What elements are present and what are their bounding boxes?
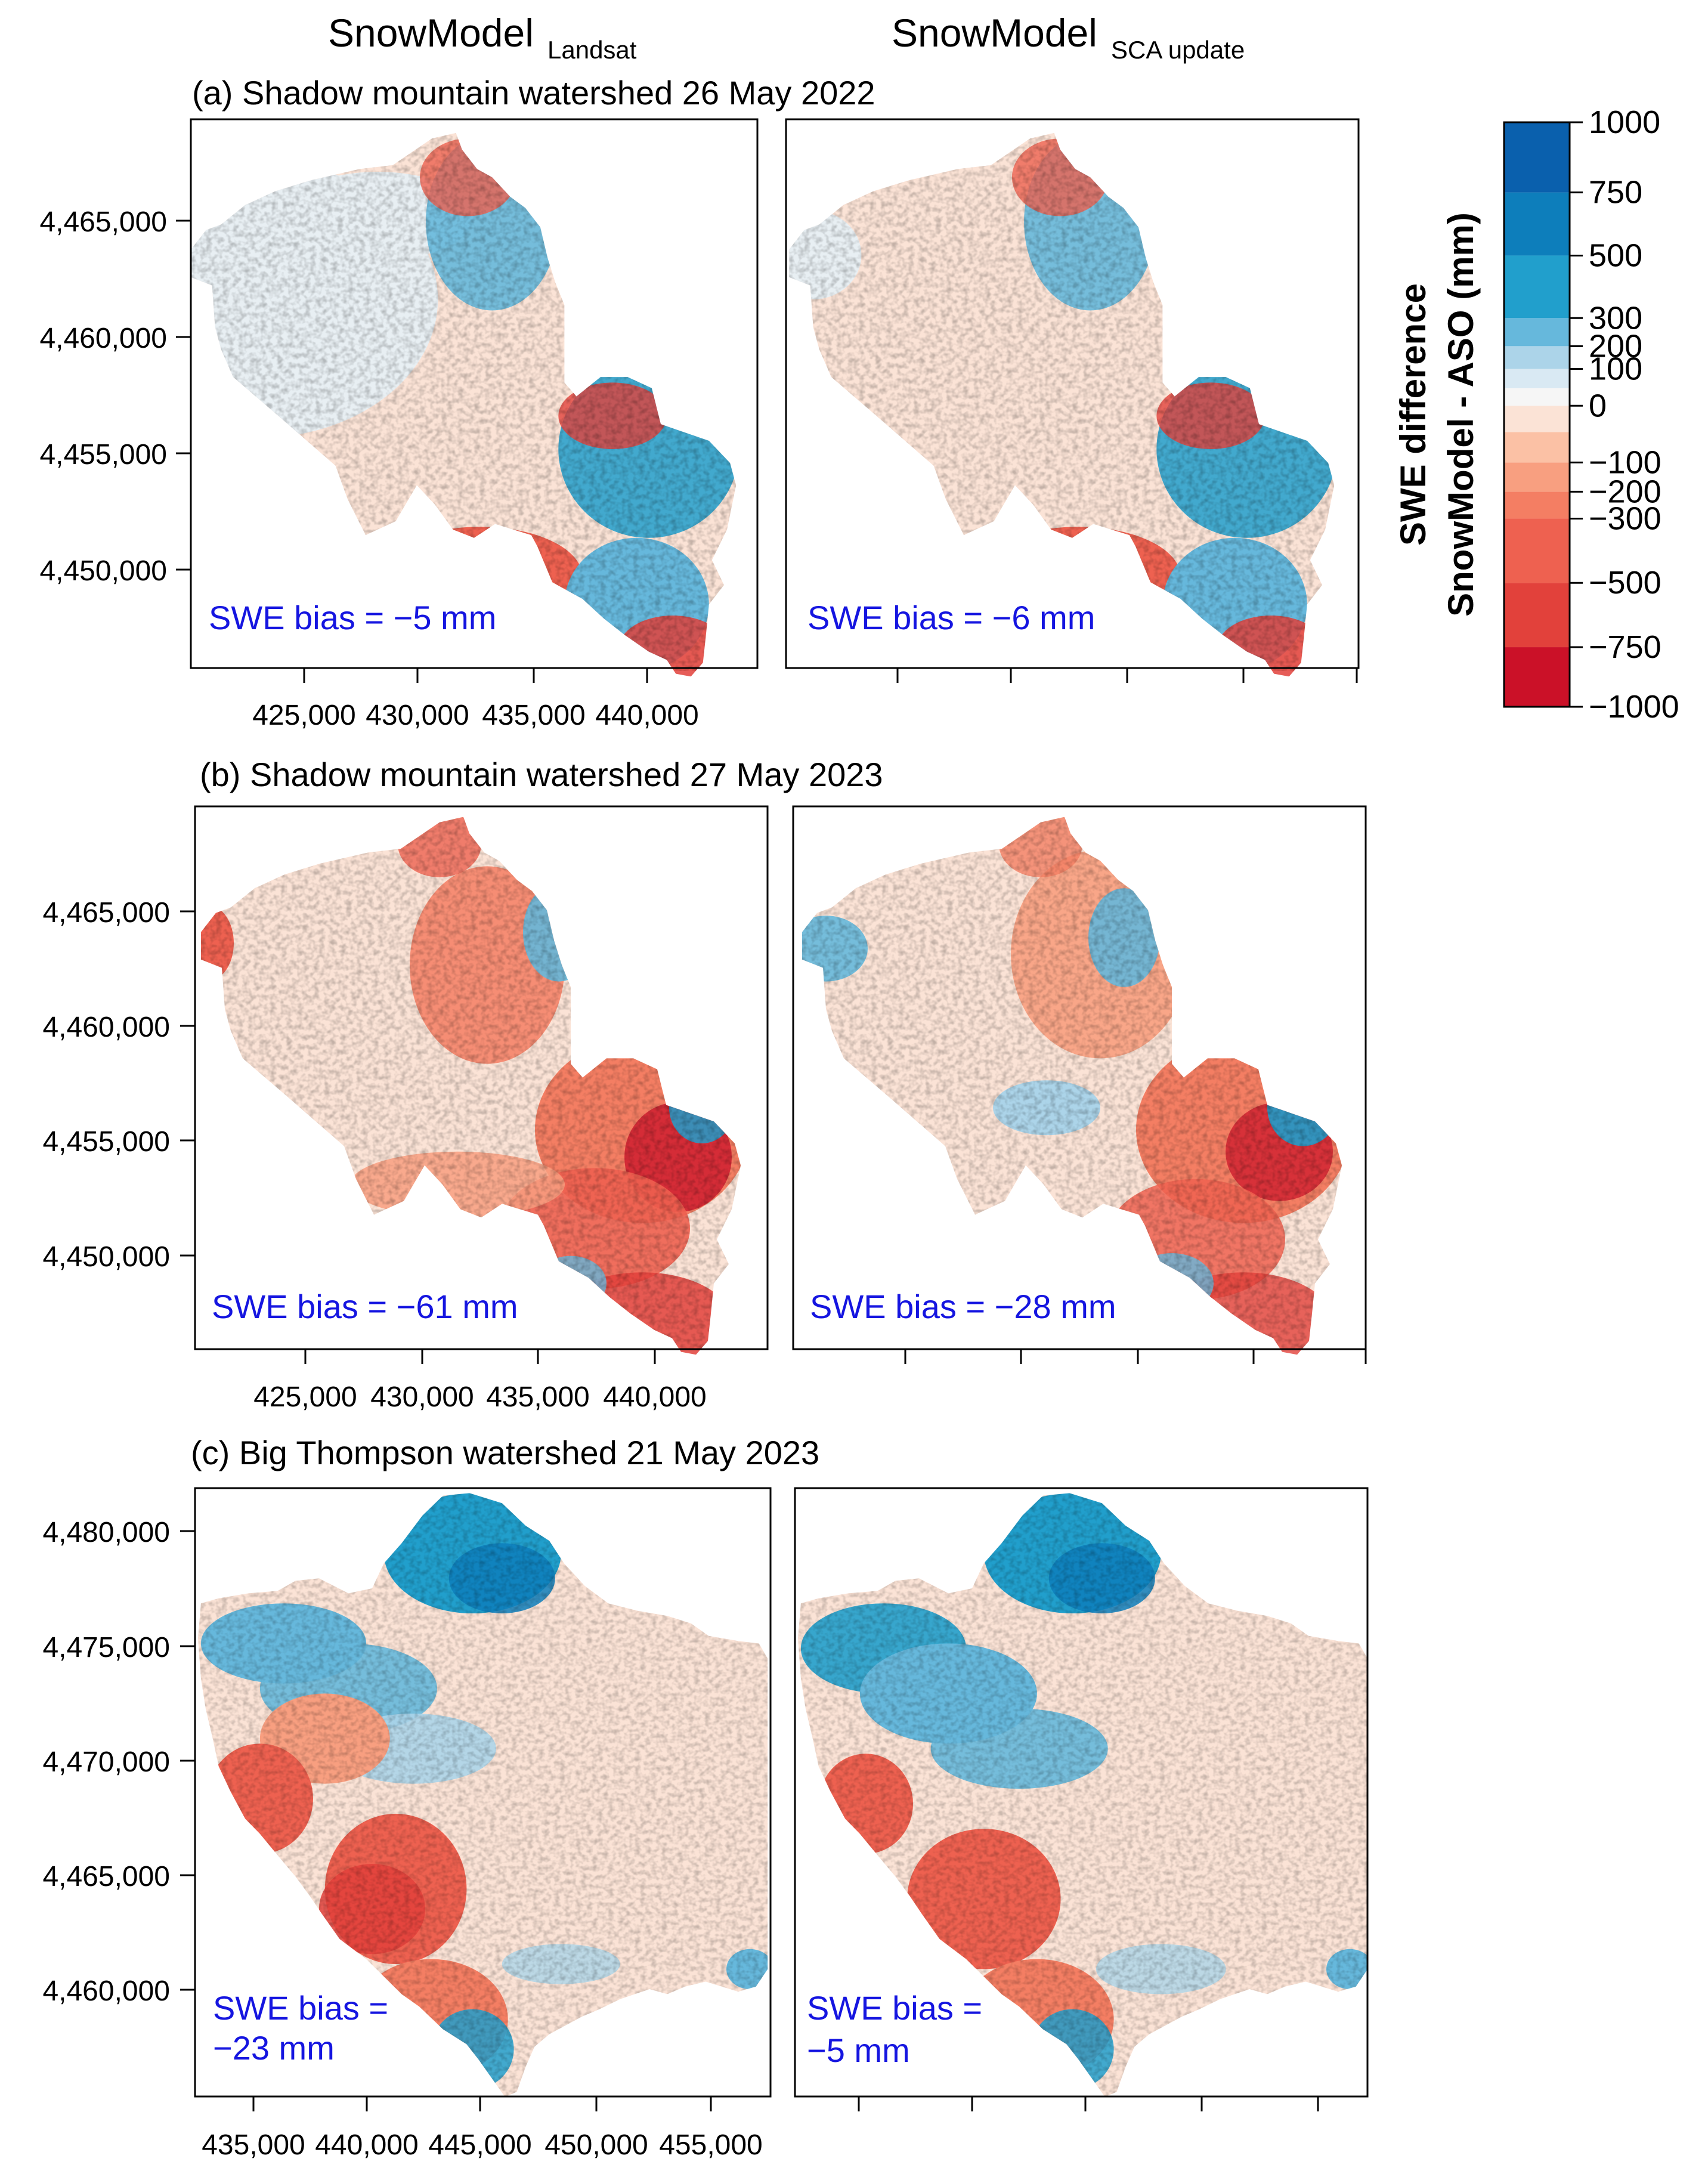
map-c-sca-update: SWE bias = −5 mm [794,1487,1369,2098]
x-tick-label-a: 435,000 [482,700,586,731]
x-axis-b: 425,000 430,000 435,000 440,000 [253,1349,1367,1413]
x-axis-c: 435,000 440,000 445,000 450,000 455,000 [202,2096,1319,2161]
y-axis-b: 4,465,000 4,460,000 4,455,000 4,450,000 [42,897,195,1273]
y-tick-label-c: 4,460,000 [42,1975,170,2007]
colorbar-tick-label: 750 [1589,175,1642,211]
map-c-landsat: SWE bias = −23 mm [194,1487,772,2098]
colorbar-swatch [1504,388,1570,406]
y-tick-label-c: 4,480,000 [42,1517,170,1548]
x-tick-label-a: 430,000 [366,700,469,731]
colorbar-swatch [1504,346,1570,369]
y-tick-label-a: 4,460,000 [39,323,167,354]
x-tick-label-b: 430,000 [370,1381,474,1413]
y-tick-label-c: 4,470,000 [42,1746,170,1778]
map-b-landsat: SWE bias = −61 mm [194,805,769,1355]
map-a-landsat: SWE bias = −5 mm [190,118,759,677]
x-tick-label-b: 440,000 [603,1381,707,1413]
y-tick-label-b: 4,450,000 [42,1241,170,1273]
column-header-landsat: SnowModel Landsat [328,11,637,64]
x-tick-label-b: 435,000 [486,1381,590,1413]
x-tick-label-a: 440,000 [595,700,699,731]
y-axis-a: 4,465,000 4,460,000 4,455,000 4,450,000 [39,206,191,587]
colorbar: 10007505003002001000−100−200−300−500−750… [1393,104,1679,725]
y-axis-c: 4,480,000 4,475,000 4,470,000 4,465,000 … [42,1517,195,2007]
colorbar-ticks: 10007505003002001000−100−200−300−500−750… [1570,104,1679,725]
colorbar-tick-label: −100 [1589,444,1661,480]
colorbar-swatch [1504,647,1570,707]
colorbar-swatch [1504,583,1570,648]
x-tick-label-c: 455,000 [659,2129,763,2161]
colorbar-title-line1: SWE difference [1393,283,1433,546]
bias-label-c-landsat-line2: −23 mm [213,2029,335,2067]
panel-title-a: (a) Shadow mountain watershed 26 May 202… [192,74,875,112]
x-axis-a: 425,000 430,000 435,000 440,000 [252,668,1358,731]
x-tick-label-c: 440,000 [315,2129,419,2161]
y-tick-label-b: 4,465,000 [42,897,170,929]
y-tick-label-b: 4,460,000 [42,1012,170,1043]
x-tick-label-b: 425,000 [253,1381,357,1413]
colorbar-swatch [1504,122,1570,193]
colorbar-tick-label: 0 [1589,388,1607,423]
colorbar-tick-label: −500 [1589,565,1661,601]
y-tick-label-a: 4,455,000 [39,439,167,471]
bias-label-b-sca: SWE bias = −28 mm [810,1288,1116,1325]
map-a-sca-update: SWE bias = −6 mm [785,118,1360,677]
colorbar-swatch [1504,369,1570,388]
column-header-sca-update: SnowModel SCA update [892,11,1245,64]
y-tick-label-a: 4,465,000 [39,206,167,238]
colorbar-tick-label: 300 [1589,300,1642,336]
x-tick-label-c: 435,000 [202,2129,305,2161]
colorbar-swatch [1504,192,1570,256]
y-tick-label-c: 4,465,000 [42,1861,170,1893]
map-b-sca-update: SWE bias = −28 mm [792,805,1367,1355]
bias-label-c-sca-line2: −5 mm [807,2031,910,2069]
bias-label-a-landsat: SWE bias = −5 mm [209,599,496,636]
panel-title-b: (b) Shadow mountain watershed 27 May 202… [200,756,883,793]
colorbar-tick-label: 1000 [1589,104,1660,140]
column-header-sca-main: SnowModel [892,11,1097,55]
panel-title-c: (c) Big Thompson watershed 21 May 2023 [191,1434,819,1471]
bias-label-c-sca-line1: SWE bias = [807,1989,982,2027]
colorbar-swatch [1504,255,1570,319]
y-tick-label-a: 4,450,000 [39,555,167,587]
x-tick-label-a: 425,000 [252,700,356,731]
y-tick-label-c: 4,475,000 [42,1632,170,1663]
colorbar-tick-label: 500 [1589,237,1642,273]
x-tick-label-c: 450,000 [544,2129,648,2161]
colorbar-swatch [1504,318,1570,347]
colorbar-swatch [1504,491,1570,519]
x-tick-label-c: 445,000 [428,2129,532,2161]
bias-label-c-landsat-line1: SWE bias = [213,1989,388,2027]
colorbar-title-line2: SnowModel - ASO (mm) [1441,212,1481,617]
colorbar-swatch [1504,406,1570,432]
colorbar-tick-label: 100 [1589,351,1642,387]
column-header-landsat-sub: Landsat [547,36,637,64]
column-header-landsat-main: SnowModel [328,11,534,55]
column-header-sca-sub: SCA update [1111,36,1245,64]
colorbar-swatch [1504,518,1570,583]
bias-label-b-landsat: SWE bias = −61 mm [212,1288,518,1325]
colorbar-swatch [1504,462,1570,492]
colorbar-tick-label: −300 [1589,500,1661,536]
colorbar-tick-label: 200 [1589,328,1642,364]
colorbar-swatches [1504,122,1570,707]
colorbar-tick-label: −1000 [1589,689,1679,725]
colorbar-swatch [1504,432,1570,463]
colorbar-tick-label: −750 [1589,629,1661,665]
y-tick-label-b: 4,455,000 [42,1126,170,1158]
bias-label-a-sca: SWE bias = −6 mm [807,599,1095,636]
colorbar-tick-label: −200 [1589,474,1661,509]
